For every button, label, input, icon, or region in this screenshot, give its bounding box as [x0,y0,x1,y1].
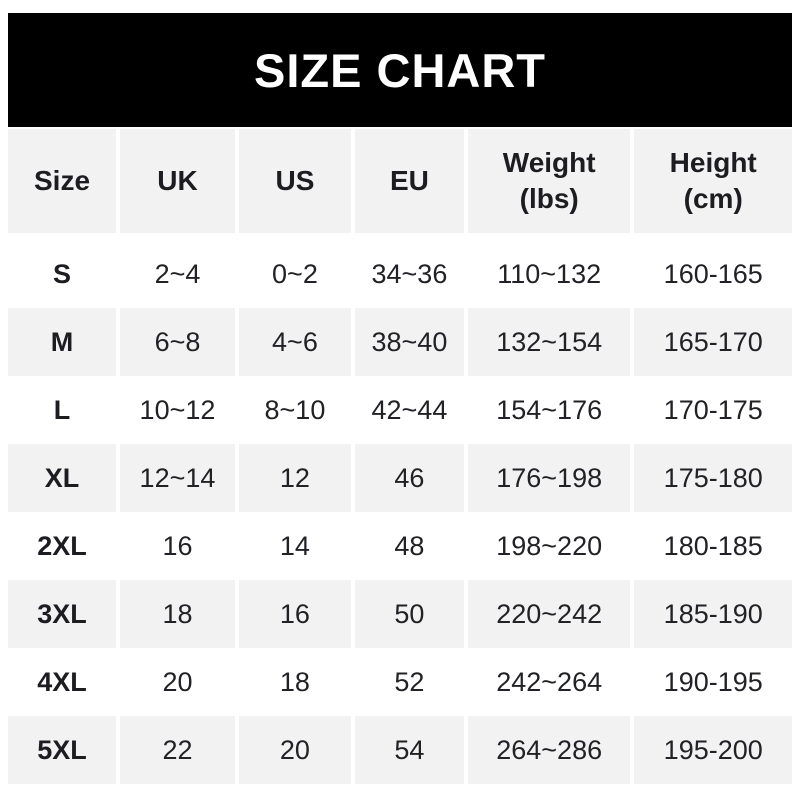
table-cell-weight: 176~198 [467,444,631,512]
size-label: 3XL [8,580,116,648]
table-cell-weight: 220~242 [467,580,631,648]
column-header-label: Height [669,147,757,178]
banner: SIZE CHART [8,13,792,127]
table-cell-us: 18 [238,648,351,716]
table-cell-us: 12 [238,444,351,512]
table-cell-eu: 46 [354,444,464,512]
table-cell-eu: 50 [354,580,464,648]
page-title: SIZE CHART [254,43,546,97]
table-cell-us: 14 [238,512,351,580]
size-label: L [8,376,116,444]
table-row-m: M 6~8 4~6 38~40 132~154 165-170 [8,308,792,376]
table-cell-us: 8~10 [238,376,351,444]
table-cell-eu: 42~44 [354,376,464,444]
table-cell-eu: 34~36 [354,240,464,308]
column-header-us: US [238,129,351,233]
table-cell-uk: 16 [120,512,235,580]
table-cell-height: 160-165 [634,240,792,308]
table-cell-height: 175-180 [634,444,792,512]
column-header-weight: Weight (lbs) [467,129,631,233]
size-label: 4XL [8,648,116,716]
table-cell-weight: 154~176 [467,376,631,444]
table-cell-us: 4~6 [238,308,351,376]
table-cell-uk: 20 [120,648,235,716]
column-header-label: UK [157,165,198,196]
column-header-size: Size [8,129,116,233]
column-header-uk: UK [120,129,235,233]
table-cell-height: 195-200 [634,716,792,784]
table-cell-us: 16 [238,580,351,648]
column-header-eu: EU [354,129,464,233]
table-header-row: Size UK US EU Weight (lbs) Height (cm) [8,129,792,233]
table-row-l: L 10~12 8~10 42~44 154~176 170-175 [8,376,792,444]
table-row-s: S 2~4 0~2 34~36 110~132 160-165 [8,240,792,308]
table-row-2xl: 2XL 16 14 48 198~220 180-185 [8,512,792,580]
table-cell-uk: 10~12 [120,376,235,444]
table-cell-height: 180-185 [634,512,792,580]
table-cell-eu: 48 [354,512,464,580]
table-cell-weight: 198~220 [467,512,631,580]
table-cell-weight: 132~154 [467,308,631,376]
table-cell-height: 185-190 [634,580,792,648]
size-label: 2XL [8,512,116,580]
table-cell-height: 190-195 [634,648,792,716]
table-cell-height: 165-170 [634,308,792,376]
column-header-label: EU [389,165,429,196]
table-cell-weight: 264~286 [467,716,631,784]
table-cell-uk: 2~4 [120,240,235,308]
column-header-label: Size [33,165,91,196]
size-label: S [8,240,116,308]
size-label: 5XL [8,716,116,784]
column-header-label: US [275,165,315,196]
table-cell-us: 20 [238,716,351,784]
table-cell-weight: 242~264 [467,648,631,716]
table-cell-uk: 18 [120,580,235,648]
table-row-4xl: 4XL 20 18 52 242~264 190-195 [8,648,792,716]
table-cell-eu: 54 [354,716,464,784]
table-cell-eu: 52 [354,648,464,716]
column-header-unit: (cm) [683,183,743,214]
table-cell-eu: 38~40 [354,308,464,376]
table-row-xl: XL 12~14 12 46 176~198 175-180 [8,444,792,512]
table-cell-uk: 6~8 [120,308,235,376]
table-row-5xl: 5XL 22 20 54 264~286 195-200 [8,716,792,784]
column-header-height: Height (cm) [634,129,792,233]
size-label: XL [8,444,116,512]
table-cell-weight: 110~132 [467,240,631,308]
column-header-unit: (lbs) [519,183,579,214]
column-header-label: Weight [502,147,596,178]
table-row-3xl: 3XL 18 16 50 220~242 185-190 [8,580,792,648]
size-label: M [8,308,116,376]
table-cell-uk: 12~14 [120,444,235,512]
table-cell-us: 0~2 [238,240,351,308]
table-cell-uk: 22 [120,716,235,784]
table-cell-height: 170-175 [634,376,792,444]
